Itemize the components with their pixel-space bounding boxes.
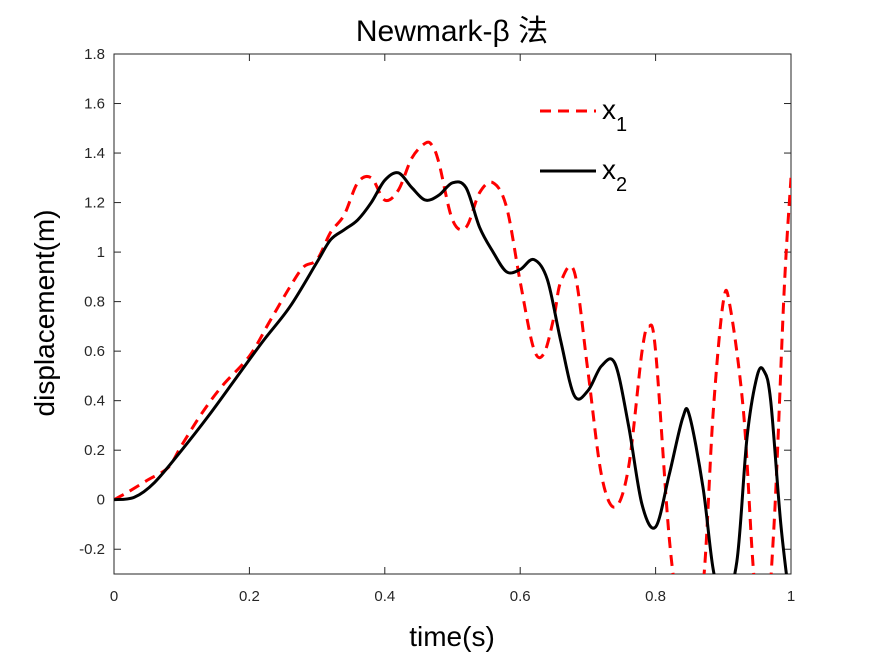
- series-line-x2: [114, 171, 788, 574]
- y-axis-title: displacement(m): [29, 210, 60, 417]
- y-tick-label: 0: [97, 492, 105, 509]
- y-tick-label: 0.6: [84, 343, 105, 360]
- y-tick-label: 0.2: [84, 442, 105, 459]
- x-tick-label: 1: [787, 588, 795, 605]
- y-tick-label: 1.8: [84, 46, 105, 63]
- y-tick-label: 1.4: [84, 145, 105, 162]
- x-tick-label: 0: [110, 588, 118, 605]
- y-tick-label: 0.8: [84, 294, 105, 311]
- chart-title: Newmark-β 法: [356, 15, 548, 48]
- axes-box: [113, 53, 792, 575]
- legend-label-x1: x1: [602, 94, 627, 136]
- y-tick-label: 0.4: [84, 393, 105, 410]
- x-tick-label: 0.4: [374, 588, 395, 605]
- x-tick-label: 0.2: [239, 588, 260, 605]
- x-tick-label: 0.8: [645, 588, 666, 605]
- y-tick-label: 1: [97, 244, 105, 261]
- x-axis-title: time(s): [409, 621, 495, 652]
- series-line-x1: [114, 140, 791, 574]
- y-tick-label: 1.6: [84, 96, 105, 113]
- legend-label-x2: x2: [602, 154, 627, 196]
- x-tick-label: 0.6: [510, 588, 531, 605]
- plot-area: 0 0.2 0.4 0.6 0.8 1 -0.2 0 0.2 0.4 0.6 0.8 1 1.2 1.4 1.…: [79, 46, 795, 605]
- series-lines: [114, 140, 791, 574]
- y-tick-label: 1.2: [84, 195, 105, 212]
- y-tick-label: -0.2: [79, 541, 105, 558]
